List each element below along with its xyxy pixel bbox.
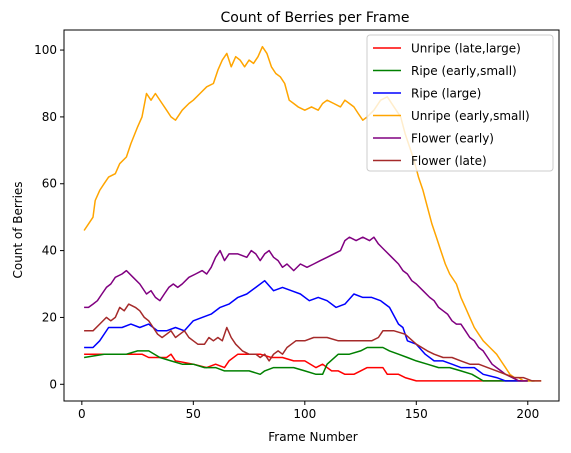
legend-label: Unripe (late,large) [411,42,521,56]
series-line-4 [84,236,528,382]
y-tick-label: 0 [49,377,57,391]
legend-label: Ripe (early,small) [411,64,517,78]
series-line-2 [84,279,528,382]
y-axis-label: Count of Berries [11,181,25,278]
series-line-1 [83,346,535,382]
legend-label: Ripe (large) [411,87,481,101]
plot-lines [83,45,542,382]
legend: Unripe (late,large) Ripe (early,small) Rip… [366,34,554,172]
x-axis-label: Frame Number [268,430,357,444]
y-tick-label: 80 [42,110,57,124]
y-tick-label: 20 [42,310,57,324]
y-tick-label: 100 [34,43,57,57]
x-tick-label: 100 [293,407,316,421]
legend-label: Unripe (early,small) [411,109,530,123]
x-tick-label: 150 [405,407,428,421]
legend-label: Flower (late) [411,154,487,168]
y-axis: 0 20 40 60 80 100 [34,43,64,391]
plot-area-frame [63,29,560,402]
x-tick-label: 50 [186,407,201,421]
y-tick-label: 60 [42,177,57,191]
series-line-0 [84,353,528,382]
y-tick-label: 40 [42,244,57,258]
x-tick-label: 200 [516,407,539,421]
series-line-5 [84,303,542,382]
x-tick-label: 0 [78,407,86,421]
chart-title: Count of Berries per Frame [220,10,409,26]
legend-label: Flower (early) [411,132,494,146]
series-line-3 [83,45,542,382]
legend-box [366,34,554,172]
x-axis: 0 50 100 150 200 [78,401,539,421]
